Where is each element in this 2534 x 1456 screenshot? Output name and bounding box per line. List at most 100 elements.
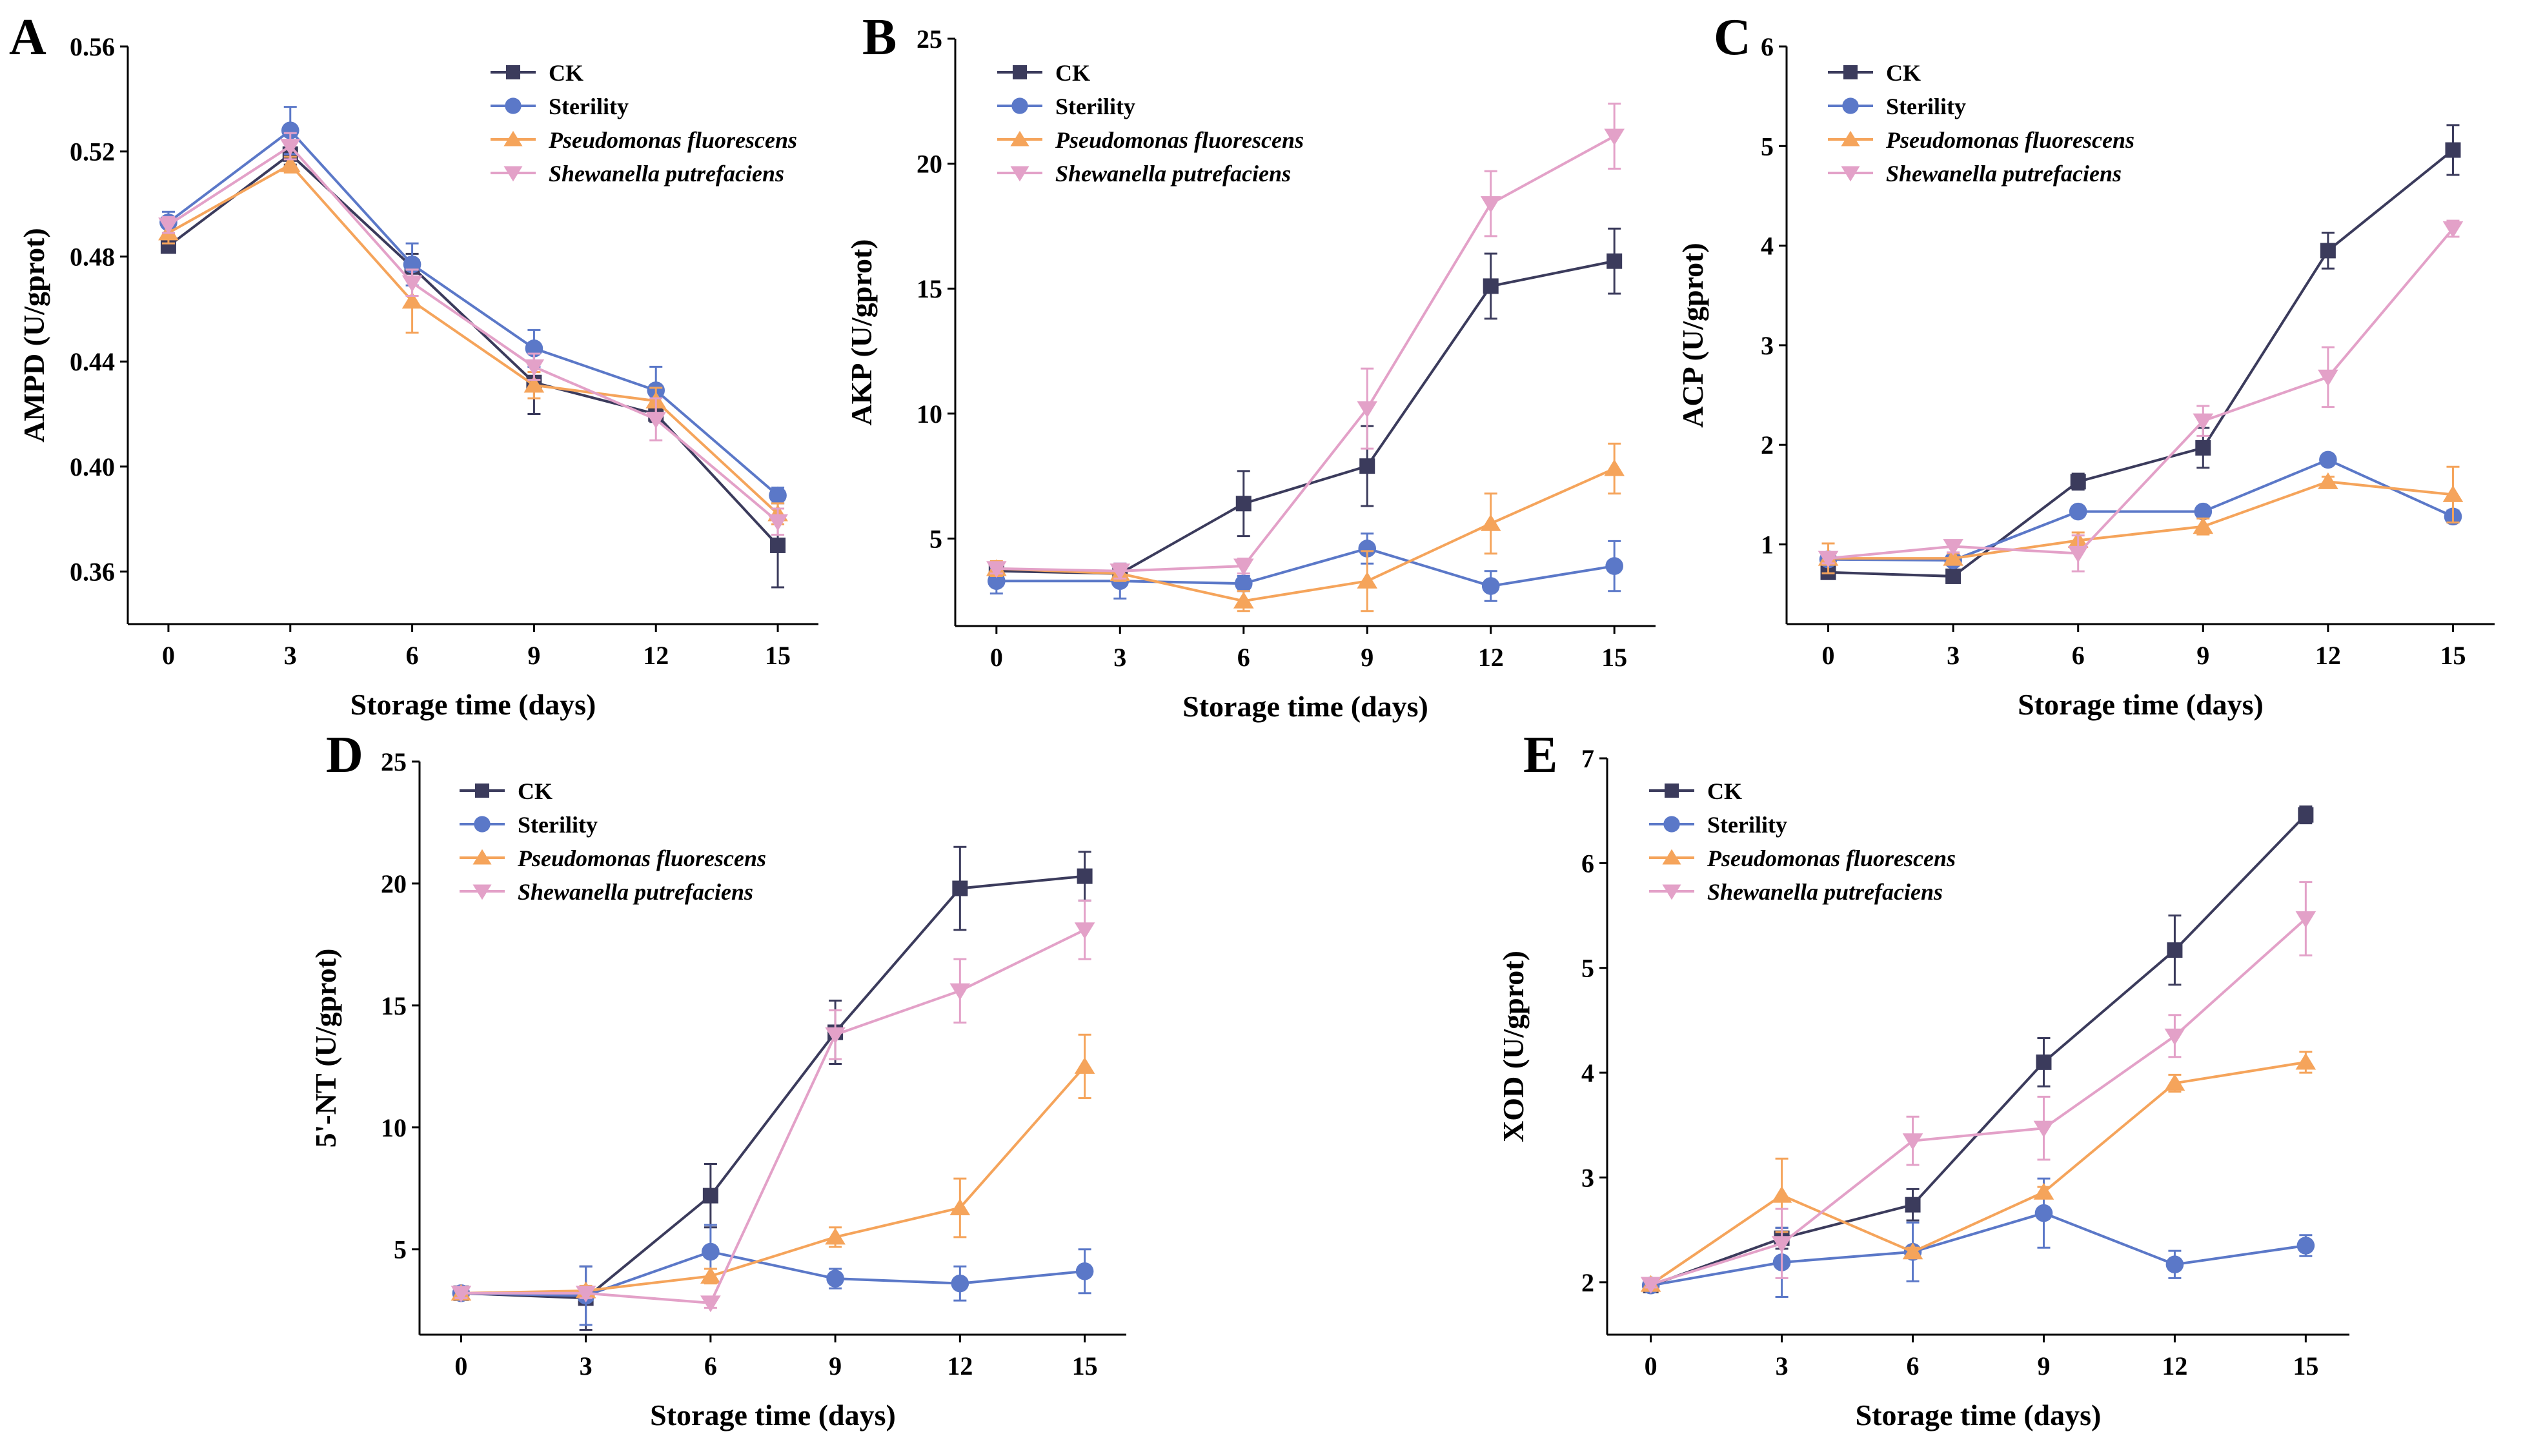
data-point — [2442, 485, 2464, 502]
legend-marker — [1010, 166, 1029, 182]
legend-marker — [1011, 97, 1028, 114]
legend-item: Pseudomonas fluorescens — [997, 127, 1304, 153]
x-tick-label: 3 — [1776, 1351, 1789, 1380]
data-point — [1771, 1236, 1792, 1253]
data-point — [523, 359, 545, 376]
legend-marker — [506, 65, 520, 79]
data-point — [825, 1228, 846, 1245]
data-point — [1357, 401, 1378, 418]
legend-label: Pseudomonas fluorescens — [548, 127, 797, 153]
x-tick-label: 15 — [2293, 1351, 2318, 1380]
series-line — [996, 135, 1616, 572]
legend-label: Shewanella putrefaciens — [549, 161, 784, 187]
x-axis-title: Storage time (days) — [350, 688, 596, 721]
data-point — [2319, 450, 2337, 469]
series-line — [1828, 228, 2455, 560]
panel-letter: E — [1523, 727, 1557, 784]
data-point — [2298, 807, 2314, 823]
data-point — [2164, 1028, 2185, 1046]
x-axis-title: Storage time (days) — [650, 1399, 896, 1431]
data-point — [700, 1295, 721, 1313]
data-point — [2296, 1237, 2315, 1255]
series-line — [996, 259, 1615, 575]
legend-item: Shewanella putrefaciens — [997, 161, 1291, 187]
data-point — [575, 1286, 596, 1303]
panel-e: 2 3 4 5 6 7 0 3 6 9 12 15 Storage time (days) XOD (U/… — [1497, 727, 2349, 1431]
data-point — [1233, 558, 1254, 576]
panel-letter: B — [862, 9, 897, 66]
series-shewanella-putrefaciens — [986, 103, 1625, 581]
data-point — [949, 983, 971, 1000]
legend-label: Sterility — [549, 94, 629, 119]
legend-label: Pseudomonas fluorescens — [1055, 127, 1304, 153]
x-tick-label: 15 — [1601, 643, 1627, 672]
data-point — [1234, 574, 1253, 592]
data-point — [1074, 1057, 1095, 1074]
legend-label: Pseudomonas fluorescens — [517, 845, 766, 871]
data-point — [281, 121, 299, 139]
series-sterility — [1819, 450, 2462, 570]
data-point — [401, 275, 423, 292]
legend-marker — [1665, 784, 1679, 798]
data-point — [767, 514, 788, 531]
data-point — [2033, 1120, 2054, 1138]
legend-marker — [503, 130, 523, 147]
data-point — [2193, 413, 2214, 430]
series-line — [1650, 1060, 2306, 1286]
y-tick-label: 25 — [381, 747, 407, 776]
y-tick-label: 10 — [917, 399, 942, 429]
legend-item: CK — [997, 60, 1090, 86]
y-axis-title: ACP (U/gprot) — [1676, 243, 1709, 428]
data-point — [2194, 502, 2213, 521]
data-point — [2033, 1182, 2054, 1200]
data-point — [1358, 540, 1377, 558]
legend-marker — [1841, 130, 1860, 147]
data-point — [1943, 549, 1963, 566]
legend-marker — [474, 816, 491, 833]
x-tick-label: 6 — [406, 641, 419, 670]
data-point — [2295, 911, 2316, 928]
legend-marker — [1662, 884, 1681, 900]
x-tick-label: 9 — [527, 641, 540, 670]
y-tick-label: 5 — [394, 1235, 407, 1264]
legend-label: Shewanella putrefaciens — [1707, 879, 1943, 905]
y-tick-label: 2 — [1581, 1268, 1594, 1297]
data-point — [2195, 440, 2211, 456]
series-shewanella-putrefaciens — [451, 899, 1095, 1313]
series-line — [461, 1066, 1086, 1295]
x-tick-label: 3 — [1113, 643, 1126, 672]
series-line — [1650, 917, 2307, 1286]
data-point — [952, 880, 968, 896]
legend-marker — [1662, 849, 1681, 865]
data-point — [523, 376, 545, 393]
legend-marker — [472, 884, 492, 900]
legend-label: Pseudomonas fluorescens — [1707, 845, 1956, 871]
data-point — [700, 1266, 721, 1284]
data-point — [1357, 571, 1378, 589]
data-point — [1902, 1242, 1923, 1260]
series-line — [996, 547, 1615, 588]
legend: CK Sterility Pseudomonas fluorescens Shewan… — [1649, 778, 1956, 905]
data-point — [2164, 1073, 2185, 1091]
data-point — [1074, 922, 1095, 940]
x-tick-label: 0 — [990, 643, 1003, 672]
x-tick-label: 0 — [454, 1351, 467, 1380]
y-tick-label: 0.48 — [70, 242, 115, 271]
data-point — [1604, 128, 1625, 146]
y-axis-title: AKP (U/gprot) — [845, 239, 878, 425]
data-point — [1771, 1186, 1792, 1203]
y-tick-label: 5 — [929, 524, 942, 553]
data-point — [2442, 221, 2464, 238]
legend-marker — [1013, 65, 1027, 79]
legend-marker — [1843, 65, 1858, 79]
legend-marker — [475, 784, 489, 798]
series-sterility — [1641, 1177, 2315, 1299]
x-tick-label: 6 — [1907, 1351, 1920, 1380]
legend-item: Sterility — [491, 94, 629, 119]
legend-label: CK — [549, 60, 583, 86]
data-point — [2069, 502, 2087, 521]
x-tick-label: 15 — [765, 641, 791, 670]
legend-label: Shewanella putrefaciens — [1055, 161, 1291, 187]
x-tick-label: 12 — [1478, 643, 1504, 672]
